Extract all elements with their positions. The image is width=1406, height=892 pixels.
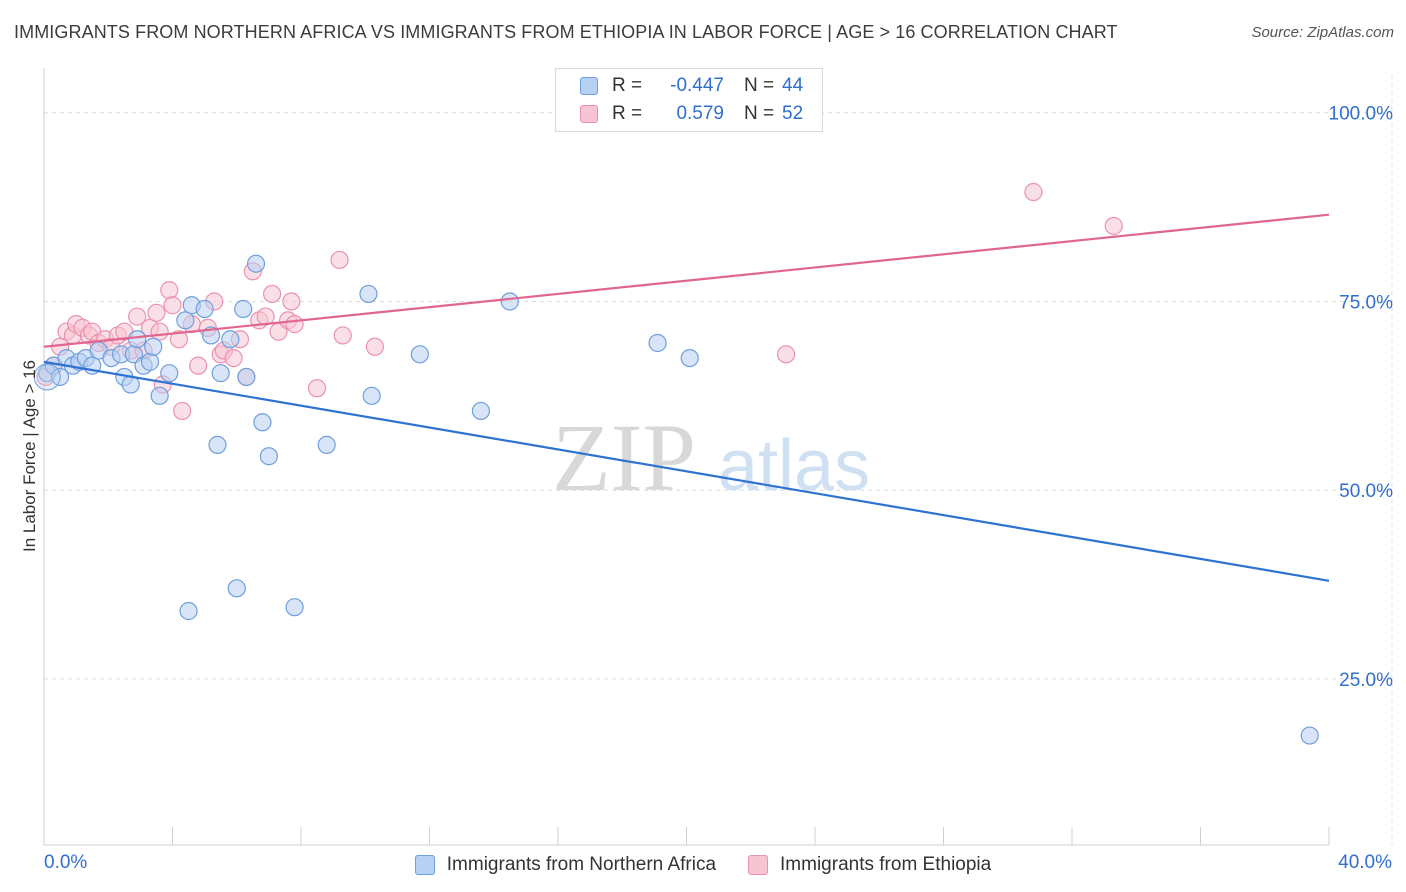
n-label: N = [744,103,775,124]
data-point [140,352,160,371]
trend-line-ethiopia [43,213,1330,348]
data-point [365,337,384,356]
data-point [282,292,301,311]
y-axis-label: In Labor Force | Age > 16 [20,359,39,553]
legend-item-northern-africa[interactable]: Immigrants from Northern Africa [414,854,717,876]
data-point [307,379,327,398]
blue-swatch [580,77,598,95]
data-point [237,367,256,387]
n-label: N = [744,75,775,96]
y-tick-label: 50.0% [1339,481,1393,502]
legend-row-pink: R = 0.579 N = 52 [580,101,803,127]
data-point [179,601,198,621]
data-point [221,330,240,349]
data-point [176,311,195,330]
watermark: ZIP atlas [552,404,870,511]
y-tick-label: 100.0% [1329,104,1394,125]
data-point [128,307,147,326]
axes [43,68,1330,846]
data-point [330,250,349,270]
data-point [285,598,304,617]
y-tick-label: 75.0% [1339,292,1393,313]
data-point [253,413,272,432]
blue-points [33,254,1319,745]
pink-swatch [748,855,769,875]
data-point [160,281,179,300]
data-point [500,292,519,311]
data-point [1300,726,1319,745]
data-point [262,284,282,304]
data-point [680,348,699,368]
data-point [189,356,208,375]
watermark-atlas: atlas [718,426,870,506]
data-point [776,345,796,364]
data-point [359,284,378,304]
data-point [471,401,490,421]
data-point [144,337,163,356]
data-point [1104,216,1123,236]
data-point [259,447,278,466]
data-point [246,254,266,273]
data-point [211,364,230,383]
r-label: R = [612,103,643,124]
trend-line-northern-africa [43,360,1330,582]
data-point [410,345,429,364]
correlation-legend: R = -0.447 N = 44 R = 0.579 N = 52 [555,68,823,132]
r-value: 0.579 [676,103,724,124]
data-point [128,330,147,349]
series-legend: Immigrants from Northern Africa Immigran… [0,852,1406,878]
data-point [195,299,214,319]
legend-row-blue: R = -0.447 N = 44 [580,73,803,99]
data-point [147,303,166,322]
data-point-cluster [33,363,61,391]
legend-label: Immigrants from Northern Africa [446,854,717,875]
data-point [317,435,336,455]
n-value: 52 [782,103,804,124]
data-point [173,401,192,421]
data-point [227,579,246,598]
data-point [208,435,227,455]
data-point [333,326,352,345]
blue-swatch [414,855,435,875]
data-point [169,330,189,349]
source-label: Source: ZipAtlas.com [1251,24,1394,41]
x-tick-label-min: 0.0% [44,852,88,873]
data-point [362,386,381,405]
x-tick-label-max: 40.0% [1338,852,1392,873]
data-point [224,348,243,368]
pink-swatch [580,105,598,123]
data-point [150,322,169,341]
data-point [201,326,221,345]
data-point [648,333,667,353]
chart-title: IMMIGRANTS FROM NORTHERN AFRICA VS IMMIG… [14,22,1118,42]
pink-points [36,182,1123,421]
data-point [150,386,169,405]
legend-label: Immigrants from Ethiopia [780,854,992,875]
n-value: 44 [782,75,804,96]
r-label: R = [612,75,643,96]
trend-lines [43,213,1330,582]
watermark-zip: ZIP [552,404,696,511]
y-tick-labels: 100.0% 75.0% 50.0% 25.0% [1329,104,1394,691]
legend-item-ethiopia[interactable]: Immigrants from Ethiopia [748,854,991,876]
data-point [1024,182,1043,202]
r-value: -0.447 [670,75,724,96]
data-point [285,315,304,334]
y-tick-label: 25.0% [1339,670,1393,691]
data-point [163,296,182,315]
data-point [160,364,179,383]
data-point [234,299,253,319]
